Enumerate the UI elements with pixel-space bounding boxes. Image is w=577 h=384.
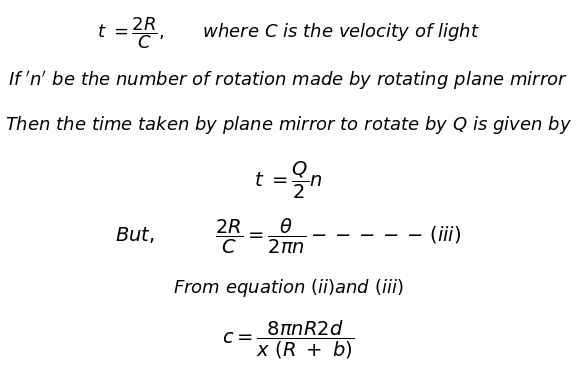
Text: $\it{From\ equation\ (ii) and\ (iii)}$: $\it{From\ equation\ (ii) and\ (iii)}$	[173, 277, 404, 299]
Text: $c = \dfrac{8\pi n R 2d}{x\ (R\ +\ b)}$: $c = \dfrac{8\pi n R 2d}{x\ (R\ +\ b)}$	[222, 319, 355, 361]
Text: $\it{Then\ the\ time\ taken\ by\ plane\ mirror\ to\ rotate\ by\ Q\ is\ given\ by: $\it{Then\ the\ time\ taken\ by\ plane\ …	[5, 114, 572, 136]
Text: $\it{If\ 'n'\ be\ the\ number\ of\ rotation\ made\ by\ rotating\ plane\ mirror}$: $\it{If\ 'n'\ be\ the\ number\ of\ rotat…	[9, 70, 568, 93]
Text: $\it{But,}\qquad\quad \dfrac{2R}{C} = \dfrac{\theta}{2\pi n} - - - - - \,(iii)$: $\it{But,}\qquad\quad \dfrac{2R}{C} = \d…	[115, 217, 462, 256]
Text: $t \ = \dfrac{2R}{C},\qquad \it{where\ C\ is\ the\ velocity\ of\ light}$: $t \ = \dfrac{2R}{C},\qquad \it{where\ C…	[97, 15, 480, 51]
Text: $t \ = \dfrac{Q}{2}n$: $t \ = \dfrac{Q}{2}n$	[254, 161, 323, 202]
